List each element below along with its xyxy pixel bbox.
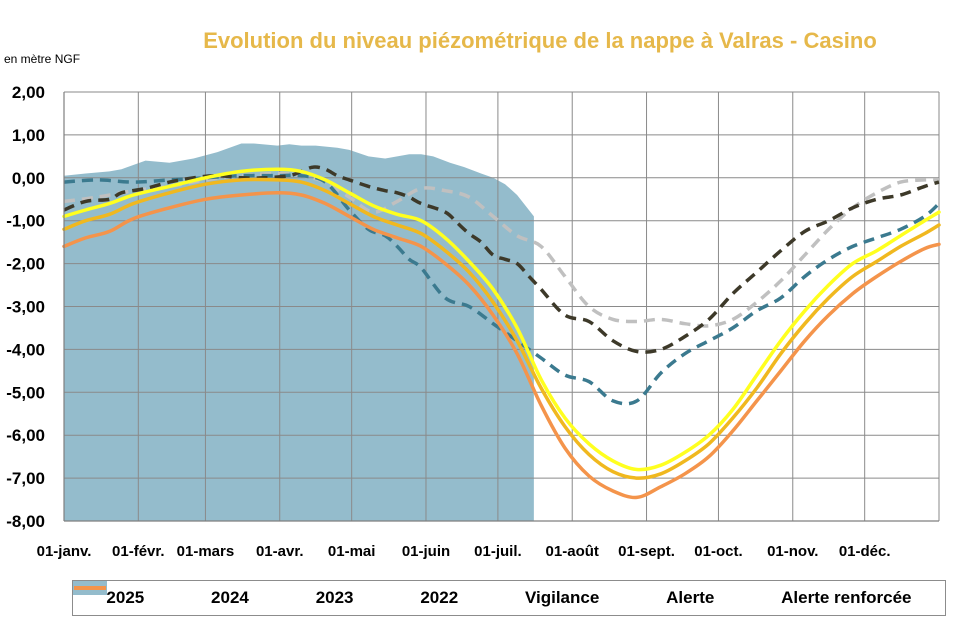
x-tick-label: 01-mars (177, 543, 235, 560)
legend-item: Alerte (74, 586, 715, 608)
x-tick-label: 01-juil. (474, 543, 522, 560)
y-tick-label: -3,00 (6, 298, 45, 317)
chart-title: Evolution du niveau piézométrique de la … (203, 28, 877, 53)
legend-item: 2025 (73, 581, 145, 608)
y-tick-label: -7,00 (6, 469, 45, 488)
y-tick-label: -8,00 (6, 512, 45, 531)
y-tick-label: 2,00 (12, 83, 45, 102)
legend-label: 2024 (211, 588, 249, 607)
y-tick-label: -6,00 (6, 426, 45, 445)
legend-label: 2025 (106, 588, 145, 607)
series-line-2022 (63, 165, 940, 354)
x-tick-label: 01-août (546, 543, 599, 560)
x-tick-label: 01-déc. (839, 543, 891, 560)
legend-item: 2022 (74, 586, 459, 608)
legend-item: 2023 (74, 586, 354, 608)
y-tick-label: -1,00 (6, 212, 45, 231)
y-tick-label: 1,00 (12, 126, 45, 145)
x-tick-label: 01-févr. (112, 543, 165, 560)
y-tick-label: -4,00 (6, 340, 45, 359)
x-tick-label: 01-mai (328, 543, 376, 560)
y-axis-unit-label: en mètre NGF (4, 52, 81, 66)
series-line-2024 (63, 171, 940, 328)
x-tick-label: 01-sept. (618, 543, 675, 560)
x-tick-label: 01-oct. (694, 543, 742, 560)
legend-label: Alerte renforcée (781, 588, 912, 607)
series-line-alerte-renforcée (62, 191, 941, 500)
x-tick-label: 01-janv. (37, 543, 92, 560)
x-tick-label: 01-juin (402, 543, 450, 560)
y-tick-label: -2,00 (6, 255, 45, 274)
legend-swatch (74, 586, 106, 590)
series-line-vigilance (62, 167, 941, 472)
x-tick-label: 01-avr. (256, 543, 304, 560)
legend-item: Alerte renforcée (74, 586, 912, 608)
x-tick-label: 01-nov. (767, 543, 818, 560)
y-tick-label: 0,00 (12, 169, 45, 188)
legend-item: Vigilance (74, 586, 600, 608)
legend-label: 2022 (420, 588, 459, 607)
chart-legend: 2025 2024 2023 2022 Vigilance Alerte Alerte re… (72, 580, 946, 616)
series-area-2025 (64, 143, 534, 521)
legend-label: Vigilance (524, 588, 600, 607)
y-tick-label: -5,00 (6, 383, 45, 402)
legend-label: 2023 (315, 588, 354, 607)
legend-label: Alerte (666, 588, 715, 607)
legend-item: 2024 (74, 586, 249, 608)
series-line-2023 (63, 173, 941, 406)
series-line-alerte (62, 177, 941, 480)
